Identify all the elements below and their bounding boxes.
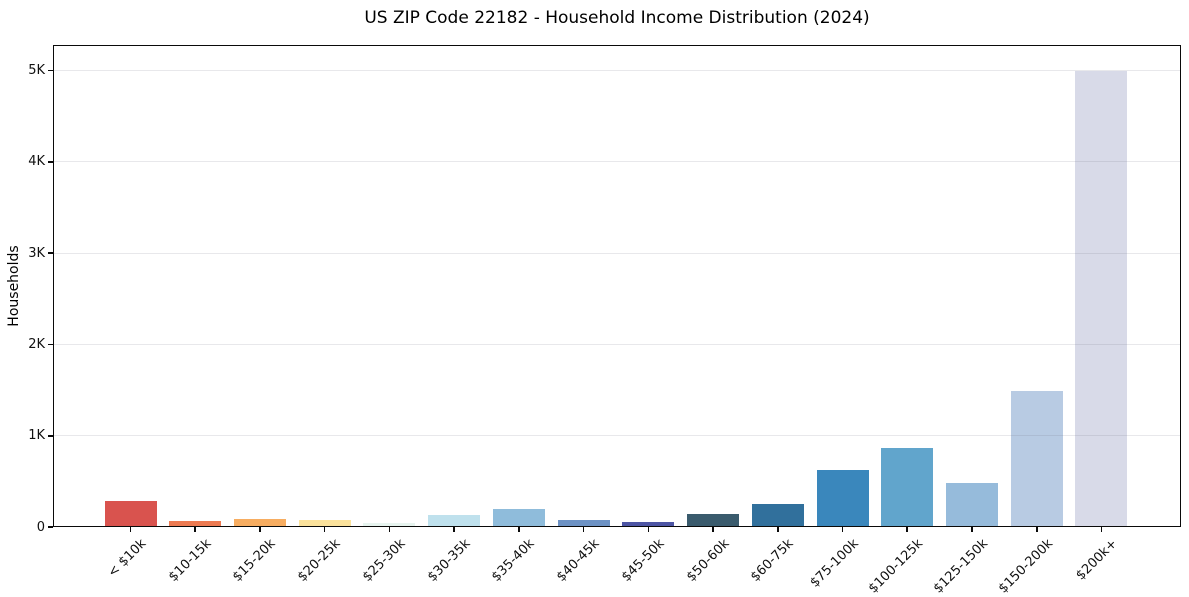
x-tick-label-$30-35k: $30-35k	[424, 536, 474, 585]
x-tick-$25-30k	[388, 527, 391, 532]
bar-$45-50k	[622, 522, 675, 527]
x-tick-label-$25-30k: $25-30k	[359, 536, 409, 585]
x-tick-$75-100k	[841, 527, 844, 532]
x-tick-label-$10-15k: $10-15k	[165, 536, 215, 585]
y-tick-label-3K: 3K	[28, 245, 45, 261]
x-tick-$100-125k	[906, 527, 909, 532]
x-tick-$200k+	[1100, 527, 1103, 532]
x-tick-label-$100-125k: $100-125k	[865, 536, 927, 597]
bar-$30-35k	[428, 515, 481, 527]
y-tick-4K	[48, 161, 53, 163]
gridline-2K	[53, 343, 1181, 345]
bar-< $10k	[104, 500, 157, 527]
x-tick-< $10k	[129, 527, 132, 532]
bar-$75-100k	[816, 470, 869, 527]
chart-title: US ZIP Code 22182 - Household Income Dis…	[364, 8, 870, 28]
x-tick-$35-40k	[518, 527, 520, 532]
y-tick-label-4K: 4K	[28, 154, 45, 170]
x-tick-$150-200k	[1035, 527, 1038, 532]
x-tick-label-$40-45k: $40-45k	[554, 536, 603, 585]
y-tick-5K	[48, 69, 53, 72]
plot-area	[53, 45, 1181, 527]
gridline-3K	[53, 252, 1181, 254]
gridline-1K	[53, 435, 1181, 437]
x-tick-$45-50k	[647, 527, 650, 532]
bar-$200k+	[1075, 70, 1128, 527]
y-tick-label-2K: 2K	[28, 336, 45, 352]
gridline-4K	[53, 161, 1181, 163]
bar-$100-125k	[881, 448, 934, 527]
y-tick-2K	[48, 343, 53, 346]
bar-$150-200k	[1010, 390, 1063, 527]
x-tick-$10-15k	[194, 527, 197, 532]
x-tick-label-< $10k: < $10k	[105, 536, 150, 581]
gridline-5K	[53, 70, 1181, 72]
x-tick-label-$20-25k: $20-25k	[295, 536, 344, 585]
x-tick-label-$75-100k: $75-100k	[807, 536, 862, 591]
bar-$25-30k	[363, 523, 416, 527]
bar-$50-60k	[687, 514, 740, 527]
x-tick-label-$45-50k: $45-50k	[618, 536, 668, 585]
x-tick-$15-20k	[259, 527, 261, 532]
x-tick-label-$150-200k: $150-200k	[995, 536, 1056, 597]
bar-$125-150k	[945, 483, 998, 527]
y-tick-3K	[48, 252, 53, 254]
x-tick-label-$35-40k: $35-40k	[489, 536, 538, 585]
x-tick-label-$200k+: $200k+	[1073, 536, 1121, 584]
bar-$40-45k	[557, 519, 610, 527]
x-tick-$40-45k	[582, 527, 585, 532]
bar-$60-75k	[751, 503, 804, 527]
x-tick-label-$125-150k: $125-150k	[930, 536, 991, 597]
x-tick-$30-35k	[453, 527, 455, 532]
y-tick-1K	[48, 434, 53, 437]
y-tick-label-5K: 5K	[28, 63, 45, 79]
bar-$35-40k	[492, 509, 545, 527]
bar-$20-25k	[298, 519, 351, 527]
x-tick-$50-60k	[712, 527, 714, 532]
x-tick-label-$15-20k: $15-20k	[230, 536, 279, 585]
y-tick-label-0: 0	[36, 519, 45, 535]
x-tick-$20-25k	[323, 527, 326, 532]
x-tick-label-$50-60k: $50-60k	[683, 536, 732, 585]
x-tick-$60-75k	[777, 527, 779, 532]
y-tick-0	[48, 526, 53, 528]
y-tick-label-1K: 1K	[28, 428, 45, 444]
x-tick-$125-150k	[971, 527, 973, 532]
x-tick-label-$60-75k: $60-75k	[748, 536, 797, 585]
bar-$15-20k	[233, 518, 286, 527]
bar-$10-15k	[169, 521, 222, 527]
